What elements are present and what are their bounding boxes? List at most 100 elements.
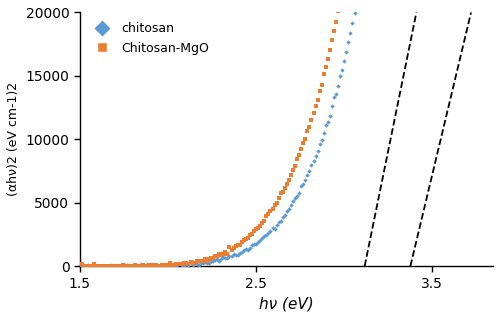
Chitosan-MgO — [236, 243, 244, 248]
Chitosan-MgO — [172, 261, 180, 266]
chitosan — [96, 264, 104, 269]
chitosan — [246, 246, 254, 251]
Chitosan-MgO — [252, 227, 260, 232]
chitosan — [328, 104, 336, 109]
Chitosan-MgO — [98, 264, 106, 269]
Chitosan-MgO — [332, 19, 340, 24]
chitosan — [300, 181, 308, 186]
Chitosan-MgO — [86, 264, 94, 269]
Chitosan-MgO — [176, 261, 184, 266]
chitosan — [314, 149, 322, 154]
chitosan — [332, 91, 340, 96]
chitosan — [304, 172, 312, 177]
Chitosan-MgO — [203, 258, 211, 263]
chitosan — [108, 264, 116, 269]
Chitosan-MgO — [232, 243, 239, 248]
chitosan — [131, 264, 139, 269]
Chitosan-MgO — [182, 260, 190, 266]
Chitosan-MgO — [123, 264, 131, 269]
chitosan — [276, 218, 284, 224]
Chitosan-MgO — [131, 263, 139, 268]
Chitosan-MgO — [213, 253, 221, 258]
Chitosan-MgO — [279, 189, 287, 194]
chitosan — [114, 264, 122, 269]
chitosan — [310, 158, 318, 163]
Chitosan-MgO — [283, 181, 291, 186]
chitosan — [316, 142, 324, 147]
chitosan — [252, 241, 260, 246]
Chitosan-MgO — [308, 118, 316, 123]
chitosan — [224, 256, 232, 261]
chitosan — [112, 264, 120, 269]
Chitosan-MgO — [138, 263, 145, 268]
chitosan — [94, 263, 102, 268]
Chitosan-MgO — [102, 264, 110, 269]
chitosan — [176, 261, 184, 266]
chitosan — [322, 123, 330, 128]
chitosan — [152, 264, 160, 269]
chitosan — [184, 262, 192, 267]
Chitosan-MgO — [304, 128, 312, 134]
chitosan — [352, 1, 360, 6]
chitosan — [138, 261, 145, 266]
chitosan — [190, 260, 198, 266]
Chitosan-MgO — [262, 214, 270, 219]
chitosan — [293, 193, 301, 198]
chitosan — [289, 198, 297, 203]
Chitosan-MgO — [80, 264, 88, 269]
chitosan — [287, 202, 295, 207]
chitosan — [213, 257, 221, 262]
Chitosan-MgO — [156, 264, 164, 269]
chitosan — [295, 190, 303, 196]
chitosan — [218, 256, 226, 261]
Chitosan-MgO — [110, 264, 118, 269]
chitosan — [182, 261, 190, 266]
Chitosan-MgO — [142, 264, 150, 269]
Chitosan-MgO — [133, 264, 141, 269]
Chitosan-MgO — [316, 89, 324, 94]
Chitosan-MgO — [170, 263, 178, 268]
chitosan — [242, 247, 250, 252]
chitosan — [84, 263, 92, 268]
chitosan — [121, 262, 129, 267]
Chitosan-MgO — [310, 111, 318, 116]
Chitosan-MgO — [224, 251, 232, 256]
Chitosan-MgO — [114, 263, 122, 268]
Chitosan-MgO — [186, 259, 194, 264]
chitosan — [258, 235, 266, 240]
Chitosan-MgO — [234, 243, 241, 248]
chitosan — [226, 253, 234, 258]
Chitosan-MgO — [244, 235, 252, 240]
Chitosan-MgO — [222, 249, 230, 254]
chitosan — [158, 264, 166, 269]
chitosan — [100, 264, 108, 269]
chitosan — [201, 259, 209, 265]
Chitosan-MgO — [281, 185, 289, 190]
chitosan — [266, 229, 274, 234]
chitosan — [230, 252, 237, 257]
Chitosan-MgO — [96, 263, 104, 268]
chitosan — [240, 247, 248, 252]
chitosan — [338, 67, 346, 72]
chitosan — [244, 247, 252, 252]
chitosan — [262, 232, 270, 237]
Chitosan-MgO — [285, 177, 293, 182]
chitosan — [334, 84, 342, 89]
Chitosan-MgO — [312, 103, 320, 108]
Chitosan-MgO — [266, 208, 274, 213]
Chitosan-MgO — [104, 264, 112, 269]
Chitosan-MgO — [180, 261, 188, 266]
chitosan — [104, 264, 112, 269]
Chitosan-MgO — [184, 261, 192, 266]
chitosan — [78, 263, 86, 268]
Chitosan-MgO — [112, 264, 120, 269]
chitosan — [250, 241, 258, 246]
chitosan — [274, 219, 282, 225]
chitosan — [76, 263, 84, 268]
chitosan — [117, 264, 125, 269]
chitosan — [207, 259, 215, 264]
Chitosan-MgO — [158, 263, 166, 268]
Chitosan-MgO — [330, 28, 338, 33]
X-axis label: hν (eV): hν (eV) — [259, 296, 314, 311]
chitosan — [302, 177, 310, 183]
